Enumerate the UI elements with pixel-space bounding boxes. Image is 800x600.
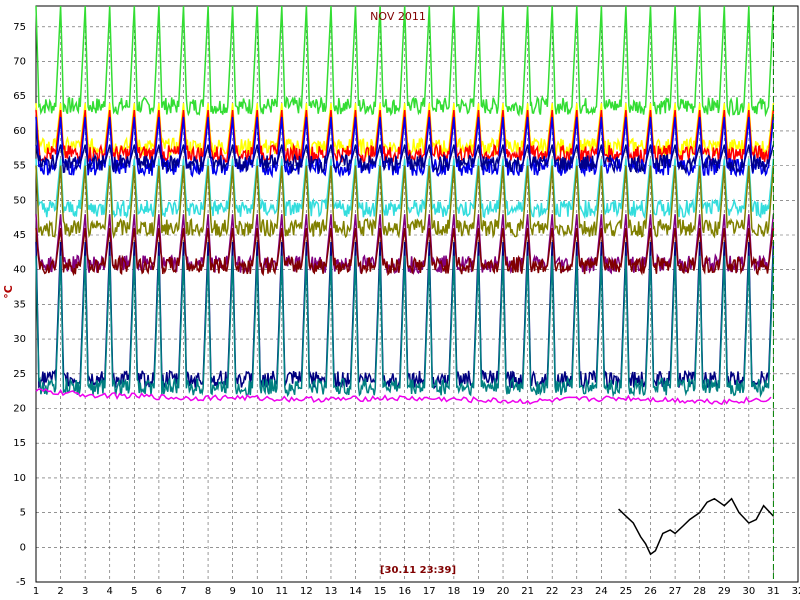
y-tick-label: 0 [20,542,26,553]
chart-title: NOV 2011 [370,10,426,23]
x-tick-label: 22 [546,586,559,597]
x-tick-label: 29 [718,586,731,597]
y-tick-label: 70 [13,57,26,68]
series-line-7 [35,214,775,276]
y-tick-label: -5 [16,577,26,588]
x-tick-label: 21 [521,586,534,597]
x-tick-label: 9 [229,586,235,597]
series-line-9 [35,241,775,391]
y-tick-labels: -5 0 5 10 15 20 25 30 35 40 45 50 55 60 65 70 75 [13,22,26,588]
x-tick-label: 26 [644,586,657,597]
series-line-10 [35,255,775,398]
y-tick-label: 50 [13,195,26,206]
x-tick-label: 30 [742,586,755,597]
x-tick-label: 3 [82,586,88,597]
x-tick-label: 20 [497,586,510,597]
x-tick-label: 4 [107,586,113,597]
x-tick-label: 27 [669,586,682,597]
plot-frame [35,5,799,583]
x-tick-label: 14 [349,586,362,597]
series-line-2 [35,110,775,166]
x-tick-label: 8 [205,586,211,597]
series-line-1 [35,103,775,158]
x-tick-label: 24 [595,586,608,597]
time-cursor[interactable]: [30.11 23:39] [380,6,774,582]
y-tick-label: 25 [13,369,26,380]
series-lines [35,5,775,556]
x-tick-label: 1 [33,586,39,597]
x-tick-label: 19 [472,586,485,597]
x-tick-label: 10 [251,586,264,597]
x-tick-label: 2 [57,586,63,597]
series-line-3 [35,116,775,179]
x-tick-label: 32 [792,586,800,597]
series-line-0 [35,5,775,118]
series-line-12 [618,497,774,556]
y-tick-label: 10 [13,473,26,484]
y-tick-label: 75 [13,22,26,33]
y-tick-label: 40 [13,265,26,276]
x-tick-label: 16 [398,586,411,597]
x-tick-label: 5 [131,586,137,597]
y-tick-label: 20 [13,404,26,415]
y-tick-label: 5 [20,508,26,519]
x-tick-label: 12 [300,586,313,597]
x-tick-label: 6 [156,586,162,597]
series-line-4 [35,144,775,176]
y-tick-label: 15 [13,438,26,449]
x-tick-label: 7 [180,586,186,597]
x-tick-labels: 1 2 3 4 5 6 7 8 9 10 11 12 13 14 15 16 17 18 19 20 21 22 23 24 2… [33,586,800,597]
x-tick-label: 13 [325,586,338,597]
y-tick-label: 65 [13,91,26,102]
series-line-6 [35,165,775,240]
cursor-timestamp: [30.11 23:39] [380,565,456,576]
series-line-5 [35,158,775,220]
y-tick-label: 35 [13,299,26,310]
x-tick-label: 28 [693,586,706,597]
series-line-8 [35,228,775,277]
x-tick-label: 25 [620,586,633,597]
y-tick-label: 60 [13,126,26,137]
y-tick-label: 55 [13,161,26,172]
x-tick-label: 17 [423,586,436,597]
x-tick-label: 23 [570,586,583,597]
y-tick-label: 30 [13,334,26,345]
x-tick-label: 31 [767,586,780,597]
y-tick-label: 45 [13,230,26,241]
y-axis-label: °C [2,285,15,299]
series-line-11 [35,388,772,406]
x-tick-label: 15 [374,586,387,597]
x-tick-label: 11 [275,586,288,597]
x-tick-label: 18 [448,586,461,597]
